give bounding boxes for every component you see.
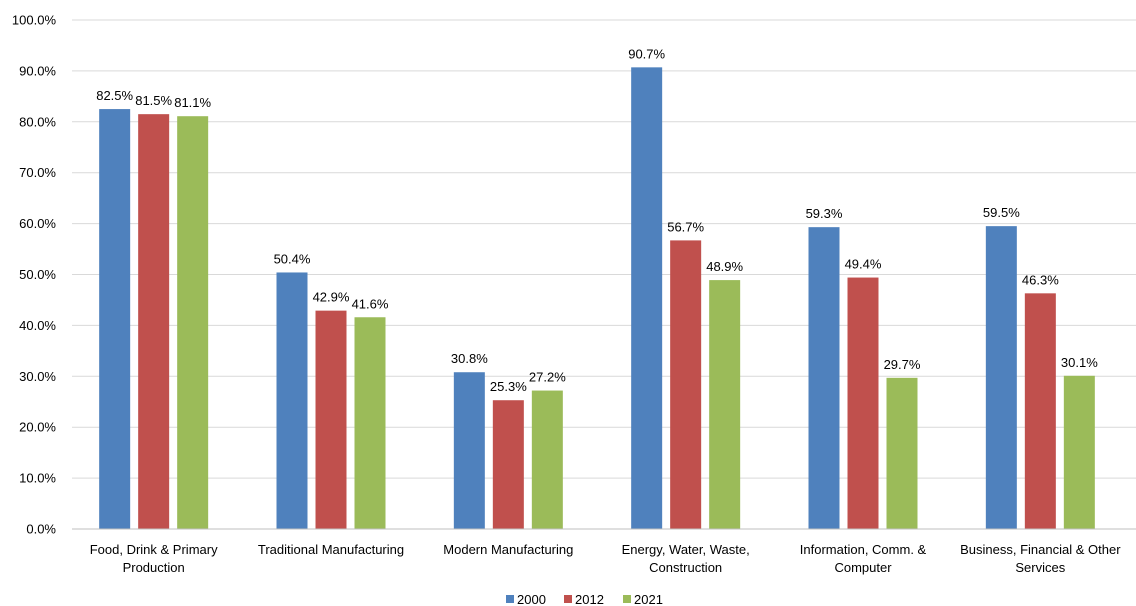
data-label: 30.1% (1061, 355, 1098, 370)
y-tick-label: 100.0% (12, 13, 57, 28)
legend-swatch (506, 595, 514, 603)
data-label: 27.2% (529, 370, 566, 385)
category-label: Information, Comm. & Computer (800, 542, 927, 575)
category-labels: Food, Drink & Primary Production Tradition… (90, 542, 1121, 575)
category-label-line: Services (1015, 560, 1065, 575)
y-tick-label: 90.0% (19, 63, 56, 78)
legend-label: 2000 (517, 592, 546, 606)
y-tick-label: 10.0% (19, 471, 56, 486)
bar (276, 272, 308, 529)
bar (138, 114, 170, 529)
bar (354, 317, 386, 529)
bar (531, 390, 563, 529)
data-label: 50.4% (274, 251, 311, 266)
y-axis-ticks: 0.0% 10.0% 20.0% 30.0% 40.0% 50.0% 60.0% 70.0% 8… (12, 13, 57, 537)
legend: 2000 2012 2021 (506, 592, 663, 606)
category-label-line: Computer (834, 560, 892, 575)
bar (808, 227, 840, 529)
category-label: Traditional Manufacturing (258, 542, 404, 557)
data-label: 48.9% (706, 259, 743, 274)
y-tick-label: 30.0% (19, 369, 56, 384)
bar (315, 310, 347, 529)
legend-swatch (564, 595, 572, 603)
data-label: 59.5% (983, 205, 1020, 220)
data-label: 42.9% (313, 290, 350, 305)
y-tick-label: 20.0% (19, 420, 56, 435)
data-label: 81.1% (174, 95, 211, 110)
data-labels: 82.5% 81.5% 81.1% 50.4% 42.9% 41.6% 30.8%25.3%… (96, 46, 1098, 394)
bar (985, 226, 1017, 529)
category-label: Modern Manufacturing (443, 542, 573, 557)
bars (99, 67, 1095, 530)
bar (631, 67, 663, 529)
bar (709, 280, 741, 529)
bar (1024, 293, 1056, 529)
bar (1063, 375, 1095, 529)
category-label: Energy, Water, Waste, Construction (622, 542, 750, 575)
y-tick-label: 60.0% (19, 216, 56, 231)
category-label-line: Production (123, 560, 185, 575)
data-label: 81.5% (135, 93, 172, 108)
bar (847, 277, 879, 529)
data-label: 25.3% (490, 379, 527, 394)
bar (886, 377, 918, 529)
data-label: 30.8% (451, 351, 488, 366)
y-tick-label: 80.0% (19, 114, 56, 129)
data-label: 90.7% (628, 46, 665, 61)
legend-label: 2012 (575, 592, 604, 606)
data-label: 29.7% (884, 357, 921, 372)
gridlines (72, 19, 1136, 479)
data-label: 46.3% (1022, 272, 1059, 287)
data-label: 49.4% (845, 257, 882, 272)
y-tick-label: 40.0% (19, 318, 56, 333)
bar (177, 116, 209, 530)
category-label: Food, Drink & Primary Production (90, 542, 218, 575)
category-label-line: Business, Financial & Other (960, 542, 1121, 557)
y-tick-label: 70.0% (19, 165, 56, 180)
legend-label: 2021 (634, 592, 663, 606)
bar (99, 109, 131, 529)
category-label-line: Energy, Water, Waste, (622, 542, 750, 557)
y-tick-label: 0.0% (26, 522, 56, 537)
data-label: 41.6% (352, 296, 389, 311)
bar (670, 240, 702, 529)
category-label-line: Construction (649, 560, 722, 575)
category-label-line: Information, Comm. & (800, 542, 927, 557)
legend-swatch (623, 595, 631, 603)
category-label-line: Food, Drink & Primary (90, 542, 218, 557)
category-label: Business, Financial & Other Services (960, 542, 1121, 575)
bar (453, 372, 485, 529)
y-tick-label: 50.0% (19, 267, 56, 282)
bar (492, 400, 524, 529)
data-label: 56.7% (667, 219, 704, 234)
category-label-line: Traditional Manufacturing (258, 542, 404, 557)
category-label-line: Modern Manufacturing (443, 542, 573, 557)
data-label: 82.5% (96, 88, 133, 103)
data-label: 59.3% (806, 206, 843, 221)
